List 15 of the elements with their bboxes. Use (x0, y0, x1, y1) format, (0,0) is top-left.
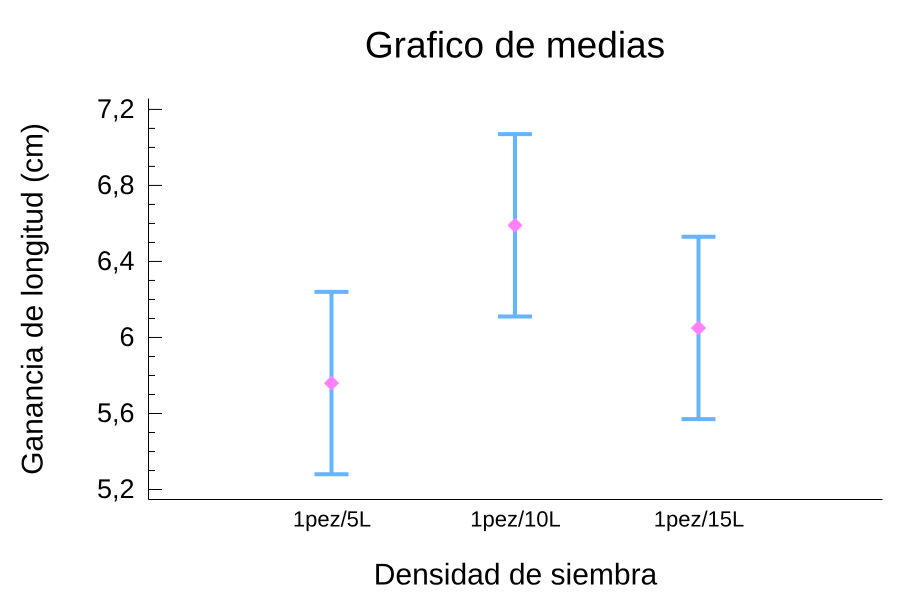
y-tick-label: 6 (119, 322, 134, 352)
point (324, 375, 340, 391)
y-tick-label: 5,2 (96, 474, 134, 504)
y-tick-label: 7,2 (96, 94, 134, 124)
x-tick-label: 1pez/5L (292, 506, 372, 532)
y-tick-label: 6,8 (96, 170, 134, 200)
x-tick-label: 1pez/10L (470, 506, 561, 532)
chart-title: Grafico de medias (364, 24, 666, 66)
x-axis-title: Densidad de siembra (374, 558, 658, 592)
y-tick-label: 5,6 (96, 398, 134, 428)
point (507, 218, 523, 233)
x-tick-label: 1pez/15L (654, 506, 744, 532)
y-axis-title: Ganancia de longitud (cm) (16, 123, 50, 475)
y-tick-label: 6,4 (96, 246, 134, 276)
point (690, 320, 706, 336)
